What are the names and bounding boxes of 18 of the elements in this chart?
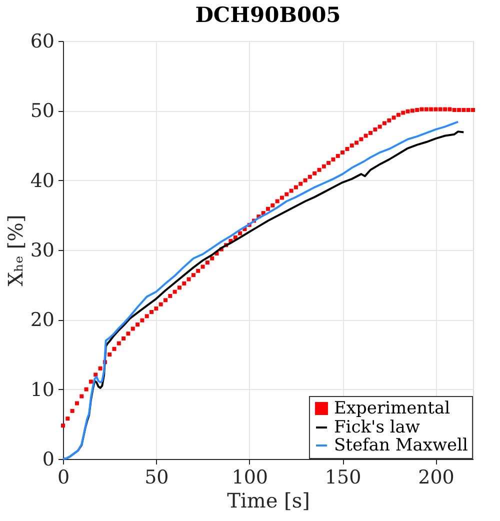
chart-title: DCH90B005 <box>195 2 341 27</box>
x-axis-title: Time [s] <box>227 488 310 512</box>
x-tick-label: 150 <box>324 466 362 488</box>
legend-label: Experimental <box>334 398 450 418</box>
y-tick-label: 0 <box>42 448 54 470</box>
y-tick-label: 30 <box>30 240 54 262</box>
y-tick-label: 50 <box>30 100 54 122</box>
x-tick-label: 0 <box>57 466 70 488</box>
legend-label: Stefan Maxwell <box>334 436 468 456</box>
y-tick-label: 20 <box>30 309 54 332</box>
y-tick-label: 60 <box>30 30 54 52</box>
x-tick-label: 100 <box>232 466 268 488</box>
y-tick-label: 10 <box>30 378 54 401</box>
y-tick-label: 40 <box>30 170 54 192</box>
x-tick-label: 50 <box>144 466 169 488</box>
y-axis-title: Xₕₑ [%] <box>3 214 28 286</box>
legend-label: Fick's law <box>334 418 420 438</box>
x-tick-label: 200 <box>418 466 454 488</box>
